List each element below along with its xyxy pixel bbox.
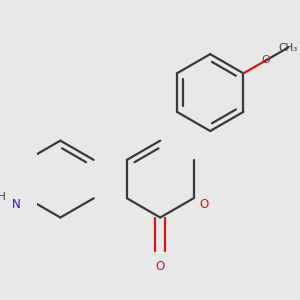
Text: O: O xyxy=(156,260,165,272)
Text: H: H xyxy=(0,192,5,202)
Text: O: O xyxy=(262,56,270,65)
Text: O: O xyxy=(199,198,208,211)
Text: CH₃: CH₃ xyxy=(279,43,298,52)
Text: N: N xyxy=(11,198,20,211)
